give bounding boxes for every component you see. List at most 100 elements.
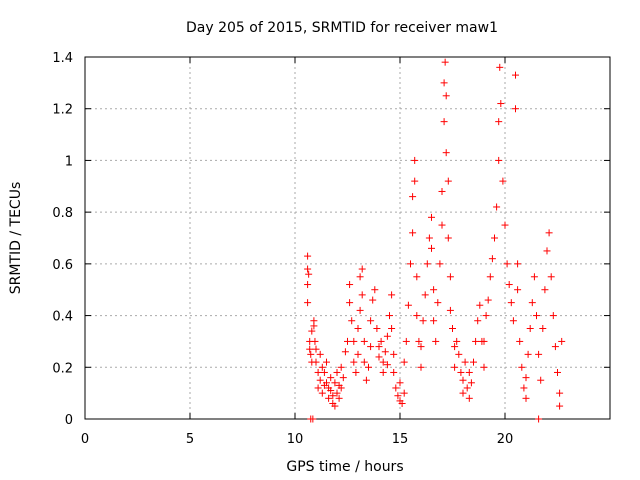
data-point (522, 374, 530, 382)
data-point (507, 299, 515, 307)
y-tick-label: 0.2 (52, 361, 73, 376)
data-point (310, 317, 318, 325)
plot-area-frame (84, 56, 611, 420)
data-point (509, 317, 517, 325)
data-point (316, 350, 324, 358)
data-point (360, 358, 368, 366)
data-point (451, 343, 459, 351)
data-point (411, 177, 419, 185)
data-point (428, 213, 435, 221)
data-point (335, 394, 343, 402)
data-point (377, 337, 385, 345)
data-point (316, 376, 324, 384)
data-point (551, 343, 559, 351)
data-point (543, 247, 551, 255)
data-point (318, 389, 326, 397)
data-point (383, 361, 391, 369)
data-point (442, 92, 450, 100)
data-point (432, 337, 440, 345)
data-point (331, 402, 339, 410)
data-point (547, 273, 555, 281)
data-point (314, 368, 322, 376)
data-point (411, 156, 419, 164)
data-point (413, 273, 421, 281)
data-point (331, 379, 339, 387)
data-point (409, 193, 417, 201)
data-point (496, 63, 504, 71)
data-point (307, 350, 315, 358)
y-tick-label: 1.4 (52, 51, 73, 66)
data-point (413, 312, 421, 320)
data-point (398, 399, 406, 407)
data-point (480, 363, 488, 371)
data-point (463, 384, 471, 392)
data-point (318, 363, 326, 371)
data-point (379, 358, 387, 366)
data-point (329, 392, 337, 400)
x-tick-label: 0 (81, 432, 89, 447)
data-point (457, 368, 465, 376)
data-point (467, 379, 475, 387)
data-point (499, 177, 507, 185)
data-point (465, 368, 473, 376)
data-point (337, 384, 345, 392)
data-point (388, 291, 396, 299)
data-point (512, 105, 519, 113)
data-point (306, 345, 314, 353)
data-point (516, 337, 524, 345)
data-point (482, 312, 490, 320)
data-point (497, 100, 505, 108)
data-point (339, 374, 347, 382)
data-point (350, 337, 358, 345)
data-point (440, 79, 448, 87)
data-point (390, 350, 398, 358)
chart-title: Day 205 of 2015, SRMTID for receiver maw… (186, 20, 498, 36)
data-point (304, 281, 312, 289)
data-point (392, 384, 400, 392)
data-point (476, 301, 484, 309)
y-tick-label: 1.2 (52, 103, 73, 118)
data-point (533, 312, 540, 320)
data-point (344, 337, 351, 345)
data-point (367, 343, 375, 351)
data-point (323, 379, 330, 387)
data-point (425, 234, 433, 242)
x-axis-label: GPS time / hours (286, 459, 403, 475)
data-point (417, 363, 425, 371)
data-point (470, 358, 477, 366)
data-point (491, 234, 498, 242)
data-point (461, 358, 469, 366)
y-axis-label: SRMTID / TECUs (8, 182, 24, 295)
data-point (305, 270, 313, 278)
data-point (381, 348, 389, 356)
x-tick-label: 20 (497, 432, 514, 447)
data-point (346, 281, 354, 289)
data-point (341, 348, 349, 356)
data-point (459, 389, 467, 397)
data-point (440, 118, 448, 126)
data-point (304, 265, 312, 273)
data-point (556, 402, 564, 410)
data-point (304, 252, 312, 260)
data-point (474, 317, 482, 325)
data-point (501, 221, 509, 229)
data-point (390, 368, 398, 376)
data-point (495, 118, 503, 126)
data-point (356, 306, 364, 314)
data-point (423, 260, 431, 268)
data-point (314, 384, 322, 392)
data-point (430, 317, 438, 325)
data-point (453, 337, 461, 345)
data-point (369, 296, 377, 304)
data-point (428, 244, 435, 252)
y-tick-label: 0.8 (52, 206, 73, 221)
data-point (520, 384, 528, 392)
data-point (352, 368, 360, 376)
data-point (503, 260, 511, 268)
data-point (537, 376, 545, 384)
data-point (438, 221, 446, 229)
data-point (465, 394, 473, 402)
data-point (526, 325, 534, 332)
y-tick-label: 1 (65, 154, 73, 169)
